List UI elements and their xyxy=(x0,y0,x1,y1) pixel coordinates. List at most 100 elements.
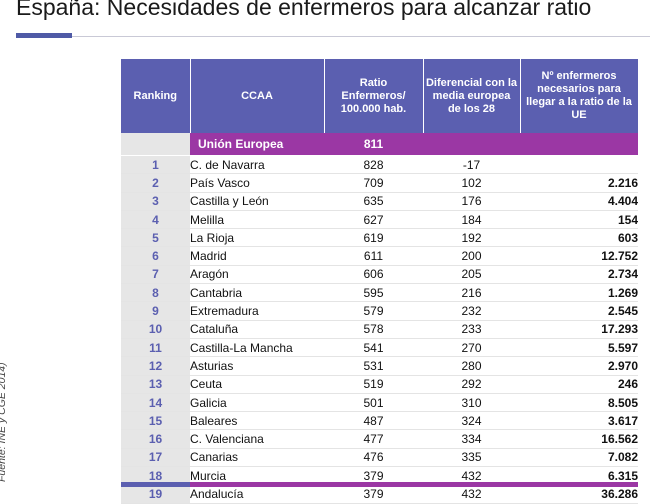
ratio-cell: 635 xyxy=(324,192,423,211)
necesarios-cell: 603 xyxy=(520,228,638,248)
title-accent-bar xyxy=(16,33,72,38)
source-note: Fuente: INE y CGE 2014) xyxy=(0,362,8,482)
necesarios-cell: 8.505 xyxy=(520,393,638,413)
ratio-cell: 619 xyxy=(324,228,423,248)
table-row: 5 La Rioja 619 192 603 xyxy=(121,228,638,248)
necesarios-cell: 3.617 xyxy=(520,411,638,431)
ccaa-cell: País Vasco xyxy=(190,173,324,193)
ratio-cell: 828 xyxy=(324,155,423,175)
rank-cell: 14 xyxy=(121,393,190,413)
diferencial-cell: 176 xyxy=(423,192,520,211)
necesarios-cell: 154 xyxy=(520,210,638,230)
table-row: 17 Canarias 476 335 7.082 xyxy=(121,448,638,468)
title-divider xyxy=(72,36,650,37)
table-row: 11 Castilla-La Mancha 541 270 5.597 xyxy=(121,338,638,358)
eu-need-cell xyxy=(520,133,638,156)
ccaa-cell: Aragón xyxy=(190,265,324,285)
table-row: 3 Castilla y León 635 176 4.404 xyxy=(121,192,638,211)
ratio-cell: 379 xyxy=(324,484,423,504)
eu-row: Unión Europea 811 xyxy=(121,133,638,156)
diferencial-cell: 270 xyxy=(423,338,520,358)
header-row: Ranking CCAA Ratio Enfermeros/ 100.000 h… xyxy=(121,59,639,133)
rank-cell: 7 xyxy=(121,265,190,285)
ratio-cell: 501 xyxy=(324,393,423,413)
diferencial-cell: 232 xyxy=(423,301,520,321)
diferencial-cell: 334 xyxy=(423,429,520,449)
necesarios-cell: 2.970 xyxy=(520,356,638,376)
table-bottom-edge-rank xyxy=(121,482,190,487)
rank-cell: 6 xyxy=(121,246,190,266)
diferencial-cell: 324 xyxy=(423,411,520,431)
eu-name: Unión Europea xyxy=(190,133,324,156)
necesarios-cell: 16.562 xyxy=(520,429,638,449)
ratio-cell: 627 xyxy=(324,210,423,230)
diferencial-cell: 233 xyxy=(423,320,520,339)
necesarios-cell: 2.545 xyxy=(520,301,638,321)
necesarios-cell: 36.286 xyxy=(520,484,638,504)
rank-cell: 11 xyxy=(121,338,190,358)
ccaa-cell: C. Valenciana xyxy=(190,429,324,449)
table-row: 19 Andalucía 379 432 36.286 xyxy=(121,484,638,504)
diferencial-cell: 280 xyxy=(423,356,520,376)
diferencial-cell: 184 xyxy=(423,210,520,230)
ratio-cell: 476 xyxy=(324,448,423,468)
necesarios-cell: 2.216 xyxy=(520,173,638,193)
diferencial-cell: -17 xyxy=(423,155,520,175)
table-row: 4 Melilla 627 184 154 xyxy=(121,210,638,230)
diferencial-cell: 335 xyxy=(423,448,520,468)
table-row: 12 Asturias 531 280 2.970 xyxy=(121,356,638,376)
table-row: 7 Aragón 606 205 2.734 xyxy=(121,265,638,285)
rank-cell: 4 xyxy=(121,210,190,230)
ccaa-cell: Baleares xyxy=(190,411,324,431)
diferencial-cell: 200 xyxy=(423,246,520,266)
header-ranking: Ranking xyxy=(121,59,191,133)
ccaa-cell: Cataluña xyxy=(190,320,324,339)
necesarios-cell: 1.269 xyxy=(520,283,638,303)
ccaa-cell: Castilla y León xyxy=(190,192,324,211)
header-ccaa: CCAA xyxy=(190,59,325,133)
diferencial-cell: 310 xyxy=(423,393,520,413)
table-row: 1 C. de Navarra 828 -17 xyxy=(121,155,638,175)
eu-rank-cell xyxy=(121,133,190,156)
ccaa-cell: Extremadura xyxy=(190,301,324,321)
necesarios-cell: 17.293 xyxy=(520,320,638,339)
table-row: 8 Cantabria 595 216 1.269 xyxy=(121,283,638,303)
rank-cell: 9 xyxy=(121,301,190,321)
necesarios-cell: 246 xyxy=(520,375,638,394)
ratio-cell: 487 xyxy=(324,411,423,431)
table-row: 9 Extremadura 579 232 2.545 xyxy=(121,301,638,321)
diferencial-cell: 205 xyxy=(423,265,520,285)
necesarios-cell: 4.404 xyxy=(520,192,638,211)
table-row: 2 País Vasco 709 102 2.216 xyxy=(121,173,638,193)
ratio-cell: 579 xyxy=(324,301,423,321)
rank-cell: 17 xyxy=(121,448,190,468)
ratio-table: Ranking CCAA Ratio Enfermeros/ 100.000 h… xyxy=(121,59,639,504)
ratio-cell: 578 xyxy=(324,320,423,339)
diferencial-cell: 192 xyxy=(423,228,520,248)
ccaa-cell: Cantabria xyxy=(190,283,324,303)
ratio-cell: 611 xyxy=(324,246,423,266)
ccaa-cell: Asturias xyxy=(190,356,324,376)
rank-cell: 18 xyxy=(121,466,190,486)
table-row: 16 C. Valenciana 477 334 16.562 xyxy=(121,429,638,449)
ccaa-cell: La Rioja xyxy=(190,228,324,248)
ccaa-cell: C. de Navarra xyxy=(190,155,324,175)
header-necesarios: Nº enfermeros necesarios para llegar a l… xyxy=(520,59,639,133)
ccaa-cell: Madrid xyxy=(190,246,324,266)
ccaa-cell: Andalucía xyxy=(190,484,324,504)
rank-cell: 10 xyxy=(121,320,190,339)
rank-cell: 8 xyxy=(121,283,190,303)
header-diferencial: Diferencial con la media europea de los … xyxy=(423,59,521,133)
ratio-cell: 595 xyxy=(324,283,423,303)
rank-cell: 16 xyxy=(121,429,190,449)
rank-cell: 2 xyxy=(121,173,190,193)
ccaa-cell: Canarias xyxy=(190,448,324,468)
table-row: 15 Baleares 487 324 3.617 xyxy=(121,411,638,431)
rank-cell: 15 xyxy=(121,411,190,431)
ratio-cell: 541 xyxy=(324,338,423,358)
ccaa-cell: Galicia xyxy=(190,393,324,413)
table-bottom-edge xyxy=(190,482,638,487)
eu-dif-cell xyxy=(423,133,520,156)
table-row: 6 Madrid 611 200 12.752 xyxy=(121,246,638,266)
eu-ratio: 811 xyxy=(324,133,423,156)
